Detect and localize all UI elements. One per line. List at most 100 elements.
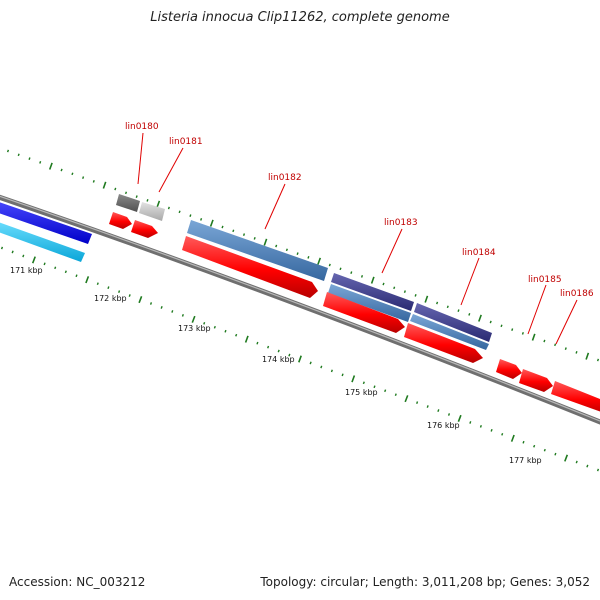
tick-minor: [235, 333, 238, 337]
tick-minor: [382, 282, 385, 286]
tick-minor: [339, 267, 342, 271]
gene-label-lin0183[interactable]: lin0183: [384, 218, 418, 228]
tick-minor: [160, 306, 163, 309]
tick-minor: [350, 271, 353, 274]
tick-minor: [203, 321, 206, 325]
scale-label-174: 174 kbp: [262, 355, 295, 364]
tick-minor: [426, 405, 429, 408]
tick-minor: [362, 381, 365, 385]
cds-arrow-lin0184[interactable]: [404, 323, 483, 363]
scale-label-173: 173 kbp: [178, 324, 211, 333]
tick-minor: [490, 428, 493, 432]
scale-label-176: 176 kbp: [427, 421, 460, 430]
tick-minor: [213, 325, 216, 329]
tick-minor: [320, 365, 323, 369]
tick-minor: [309, 361, 312, 365]
tick-minor: [189, 214, 192, 217]
tick-minor: [82, 176, 85, 179]
tick-minor: [521, 332, 524, 335]
tick-minor: [596, 358, 600, 362]
gene-label-lin0181[interactable]: lin0181: [169, 137, 203, 147]
gene-block-lin0183-lower[interactable]: [328, 284, 411, 322]
scale-labels: 171 kbp 172 kbp 173 kbp 174 kbp 175 kbp …: [10, 266, 542, 465]
tick-major: [85, 276, 90, 284]
tick-major: [244, 335, 249, 343]
tick-minor: [267, 345, 270, 349]
tick-minor: [489, 320, 492, 324]
tick-minor: [543, 339, 546, 343]
gene-block[interactable]: [0, 199, 92, 244]
gene-block-lin0184-lower[interactable]: [410, 314, 489, 350]
gene-block-lin0180[interactable]: [116, 194, 140, 212]
cds-arrow-lin0186[interactable]: [519, 369, 553, 392]
tick-minor: [124, 191, 128, 195]
tick-major: [263, 238, 268, 246]
cds-arrow[interactable]: [131, 220, 158, 238]
tick-row-outer: [6, 149, 600, 362]
tick-minor: [468, 313, 471, 316]
tick-minor: [330, 369, 333, 373]
gene-label-leaders: [137, 132, 578, 345]
tick-major: [510, 434, 515, 442]
gene-label-lin0182[interactable]: lin0182: [268, 173, 302, 183]
tick-minor: [447, 413, 451, 416]
gene-label-lin0185[interactable]: lin0185: [528, 275, 562, 285]
tick-minor: [596, 468, 600, 472]
cds-arrow[interactable]: [109, 212, 132, 229]
tick-minor: [242, 233, 246, 236]
tick-minor: [64, 270, 67, 274]
cds-arrow[interactable]: [551, 381, 600, 415]
tick-minor: [171, 310, 174, 313]
tick-minor: [71, 172, 74, 176]
tick-minor: [394, 393, 397, 397]
tick-major: [370, 276, 375, 284]
gene-label-lin0180[interactable]: lin0180: [125, 122, 159, 132]
gene-block-lin0184[interactable]: [414, 303, 492, 342]
tick-minor: [200, 218, 203, 221]
cds-arrow-lin0185[interactable]: [496, 359, 522, 379]
tick-minor: [224, 329, 227, 333]
tick-minor: [341, 373, 344, 377]
tick-minor: [296, 252, 299, 255]
gene-block-lin0181[interactable]: [139, 202, 165, 221]
tick-minor: [253, 237, 256, 240]
tick-minor: [437, 409, 440, 412]
tick-minor: [96, 282, 99, 286]
tick-minor: [393, 286, 396, 290]
page-title: Listeria innocua Clip11262, complete gen…: [150, 10, 450, 25]
tick-minor: [43, 262, 46, 266]
tick-minor: [554, 452, 557, 456]
tick-minor: [457, 309, 460, 312]
tick-major: [404, 395, 409, 403]
feature-track: [0, 194, 600, 415]
tick-minor: [275, 244, 278, 248]
tick-minor: [256, 341, 259, 345]
tick-minor: [554, 343, 557, 347]
gene-block-lin0182[interactable]: [187, 220, 328, 281]
tick-major: [191, 315, 196, 323]
tick-minor: [511, 328, 514, 331]
gene-block-lin0183[interactable]: [331, 273, 414, 311]
tick-minor: [22, 254, 25, 258]
gene-block[interactable]: [0, 219, 85, 262]
cds-arrow-lin0183[interactable]: [323, 292, 405, 333]
tick-minor: [360, 275, 364, 278]
cds-arrow-lin0182[interactable]: [182, 236, 318, 298]
tick-minor: [54, 266, 57, 270]
tick-major: [298, 355, 302, 363]
tick-minor: [277, 349, 280, 353]
tick-major: [317, 257, 322, 265]
scale-label-177: 177 kbp: [509, 456, 542, 465]
tick-minor: [128, 294, 131, 297]
tick-minor: [543, 448, 546, 452]
tick-major: [209, 219, 214, 227]
scale-label-171: 171 kbp: [10, 266, 43, 275]
tick-minor: [60, 168, 63, 172]
tick-minor: [575, 460, 578, 464]
gene-label-lin0186[interactable]: lin0186: [560, 289, 594, 299]
tick-major: [531, 333, 536, 341]
tick-minor: [288, 353, 291, 357]
tick-major: [424, 295, 429, 303]
gene-label-lin0184[interactable]: lin0184: [462, 248, 496, 258]
